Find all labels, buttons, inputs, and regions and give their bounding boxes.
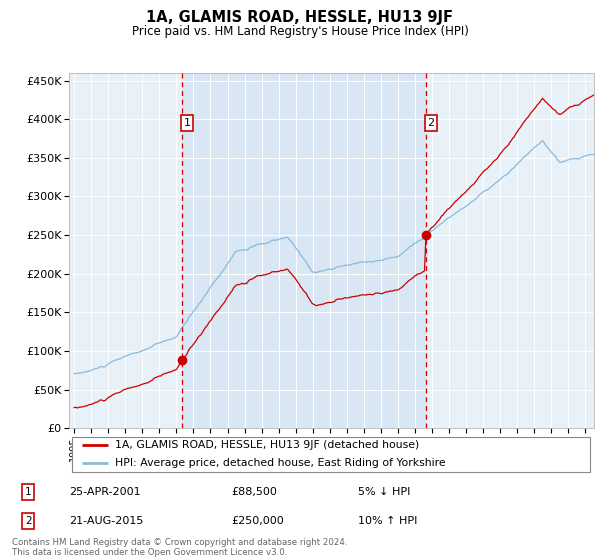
1A, GLAMIS ROAD, HESSLE, HU13 9JF (detached house) bbox=[123, 385, 130, 392]
Text: 2: 2 bbox=[427, 118, 434, 128]
Text: Contains HM Land Registry data © Crown copyright and database right 2024.
This d: Contains HM Land Registry data © Crown c… bbox=[12, 538, 347, 557]
HPI: Average price, detached house, East Riding of Yorkshire: (2e+03, 7.07e+04): Average price, detached house, East Ridi… bbox=[71, 370, 78, 377]
HPI: Average price, detached house, East Riding of Yorkshire: (2.03e+03, 3.55e+05): Average price, detached house, East Ridi… bbox=[590, 151, 598, 158]
Text: 10% ↑ HPI: 10% ↑ HPI bbox=[358, 516, 417, 526]
Text: £88,500: £88,500 bbox=[231, 487, 277, 497]
HPI: Average price, detached house, East Riding of Yorkshire: (2.02e+03, 2.54e+05): Average price, detached house, East Ridi… bbox=[427, 228, 434, 235]
HPI: Average price, detached house, East Riding of Yorkshire: (2e+03, 1.29e+05): Average price, detached house, East Ridi… bbox=[178, 326, 185, 333]
HPI: Average price, detached house, East Riding of Yorkshire: (2.02e+03, 3.72e+05): Average price, detached house, East Ridi… bbox=[539, 137, 547, 144]
Text: £250,000: £250,000 bbox=[231, 516, 284, 526]
Text: 21-AUG-2015: 21-AUG-2015 bbox=[70, 516, 144, 526]
Text: 1: 1 bbox=[184, 118, 190, 128]
Text: 1: 1 bbox=[25, 487, 31, 497]
1A, GLAMIS ROAD, HESSLE, HU13 9JF (detached house) bbox=[590, 91, 598, 98]
Text: Price paid vs. HM Land Registry's House Price Index (HPI): Price paid vs. HM Land Registry's House … bbox=[131, 25, 469, 38]
Text: 25-APR-2001: 25-APR-2001 bbox=[70, 487, 141, 497]
Text: 5% ↓ HPI: 5% ↓ HPI bbox=[358, 487, 410, 497]
Bar bbox=[182, 73, 426, 428]
Line: 1A, GLAMIS ROAD, HESSLE, HU13 9JF (detached house): 1A, GLAMIS ROAD, HESSLE, HU13 9JF (detac… bbox=[74, 95, 594, 408]
1A, GLAMIS ROAD, HESSLE, HU13 9JF (detached house) bbox=[179, 357, 186, 363]
FancyBboxPatch shape bbox=[71, 437, 590, 472]
HPI: Average price, detached house, East Riding of Yorkshire: (2.01e+03, 2.13e+05): Average price, detached house, East Ridi… bbox=[351, 260, 358, 267]
Text: 2: 2 bbox=[25, 516, 31, 526]
1A, GLAMIS ROAD, HESSLE, HU13 9JF (detached house) bbox=[428, 224, 435, 231]
1A, GLAMIS ROAD, HESSLE, HU13 9JF (detached house) bbox=[160, 371, 167, 377]
1A, GLAMIS ROAD, HESSLE, HU13 9JF (detached house) bbox=[73, 404, 80, 411]
Text: 1A, GLAMIS ROAD, HESSLE, HU13 9JF (detached house): 1A, GLAMIS ROAD, HESSLE, HU13 9JF (detac… bbox=[115, 440, 419, 450]
HPI: Average price, detached house, East Riding of Yorkshire: (2.02e+03, 2.81e+05): Average price, detached house, East Ridi… bbox=[455, 208, 462, 214]
1A, GLAMIS ROAD, HESSLE, HU13 9JF (detached house) bbox=[71, 404, 78, 411]
Text: HPI: Average price, detached house, East Riding of Yorkshire: HPI: Average price, detached house, East… bbox=[115, 458, 446, 468]
1A, GLAMIS ROAD, HESSLE, HU13 9JF (detached house) bbox=[353, 293, 360, 300]
HPI: Average price, detached house, East Riding of Yorkshire: (2e+03, 9.34e+04): Average price, detached house, East Ridi… bbox=[122, 353, 129, 360]
HPI: Average price, detached house, East Riding of Yorkshire: (2e+03, 1.12e+05): Average price, detached house, East Ridi… bbox=[159, 338, 166, 345]
1A, GLAMIS ROAD, HESSLE, HU13 9JF (detached house) bbox=[457, 194, 464, 200]
Text: 1A, GLAMIS ROAD, HESSLE, HU13 9JF: 1A, GLAMIS ROAD, HESSLE, HU13 9JF bbox=[146, 10, 454, 25]
Line: HPI: Average price, detached house, East Riding of Yorkshire: HPI: Average price, detached house, East… bbox=[74, 141, 594, 374]
